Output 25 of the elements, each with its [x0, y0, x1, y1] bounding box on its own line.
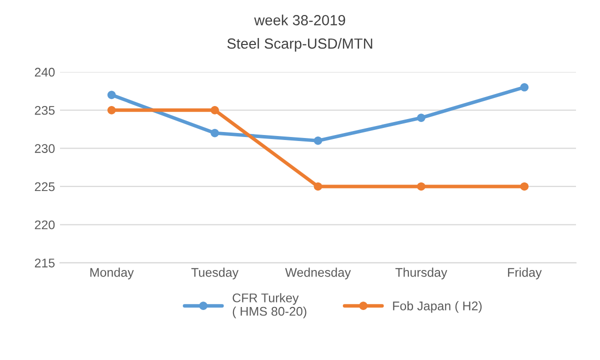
- point: [210, 106, 219, 114]
- y-tick-label: 225: [34, 182, 55, 192]
- point: [314, 136, 322, 145]
- point: [520, 182, 529, 191]
- point: [417, 182, 426, 191]
- x-tick-label: Friday: [508, 268, 542, 280]
- y-tick-label: 220: [34, 220, 55, 230]
- x-tick-label: Monday: [90, 268, 134, 280]
- x-tick-label: Wednesday: [285, 268, 351, 280]
- chart-title: week 38-2019: [254, 14, 346, 26]
- legend-label: Fob Japan ( H2): [393, 301, 482, 313]
- point: [520, 83, 529, 92]
- y-tick-label: 215: [34, 258, 55, 268]
- legend-label: CFR Turkey ( HMS 80-20): [232, 293, 306, 318]
- y-tick-label: 240: [34, 68, 55, 77]
- point: [210, 128, 219, 138]
- x-tick-label: Thursday: [395, 268, 448, 280]
- point: [107, 90, 116, 100]
- y-tick-label: 235: [34, 106, 55, 115]
- point: [314, 182, 322, 191]
- x-tick-label: Tuesday: [191, 268, 239, 280]
- point: [107, 106, 116, 114]
- chart-subtitle: Steel Scarp-USD/MTN: [227, 38, 372, 52]
- point: [417, 114, 426, 122]
- y-tick-label: 230: [34, 144, 55, 153]
